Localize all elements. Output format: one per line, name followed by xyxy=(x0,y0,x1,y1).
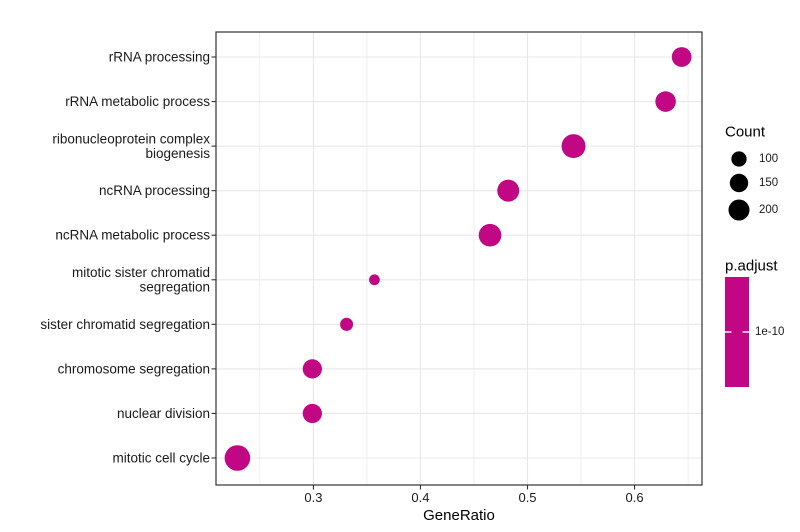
x-axis-labels: 0.3 0.4 0.5 0.6 GeneRatio xyxy=(304,490,643,524)
plot-panel-background xyxy=(216,32,702,485)
count-legend-label: 100 xyxy=(759,153,778,165)
data-point xyxy=(302,359,322,379)
data-point xyxy=(655,91,676,112)
axis-tick-marks xyxy=(211,56,636,490)
y-axis-label: rRNA processing xyxy=(109,50,210,65)
padjust-tick-label: 1e-10 xyxy=(755,326,784,338)
x-tick-label: 0.3 xyxy=(304,490,322,505)
count-legend-key xyxy=(731,151,747,167)
padjust-legend-title: p.adjust xyxy=(725,258,778,275)
x-gridlines-minor xyxy=(259,32,689,485)
count-legend-label: 200 xyxy=(759,204,778,216)
y-axis-label: chromosome segregation xyxy=(58,361,210,376)
y-axis-label: ncRNA metabolic process xyxy=(55,228,210,243)
x-tick-label: 0.4 xyxy=(411,490,429,505)
y-gridlines xyxy=(216,56,702,459)
data-point xyxy=(224,445,251,471)
data-point xyxy=(561,134,586,159)
y-axis-label: biogenesis xyxy=(145,146,210,161)
data-point xyxy=(671,47,692,67)
count-legend-label: 150 xyxy=(759,177,778,189)
count-legend: Count 100 150 200 xyxy=(725,124,778,221)
y-axis-label: sister chromatid segregation xyxy=(40,317,210,332)
data-point xyxy=(302,403,322,424)
padjust-legend: p.adjust 1e-10 xyxy=(725,258,784,387)
x-tick-label: 0.5 xyxy=(518,490,536,505)
data-points xyxy=(224,47,692,471)
data-point xyxy=(497,179,520,202)
y-axis-label: ncRNA processing xyxy=(99,183,210,198)
y-axis-label: rRNA metabolic process xyxy=(65,94,210,109)
count-legend-title: Count xyxy=(725,124,766,141)
data-point xyxy=(478,223,502,247)
y-axis-label: ribonucleoprotein complex xyxy=(52,131,210,146)
plot-panel-border xyxy=(215,31,703,486)
data-point xyxy=(369,274,380,286)
data-point xyxy=(340,317,354,331)
y-axis-label: segregation xyxy=(139,280,210,295)
y-axis-labels: rRNA processing rRNA metabolic process rib… xyxy=(40,50,210,466)
x-axis-title: GeneRatio xyxy=(423,507,495,524)
y-axis-label: mitotic cell cycle xyxy=(112,451,210,466)
x-tick-label: 0.6 xyxy=(626,490,644,505)
count-legend-key xyxy=(728,199,750,221)
y-axis-label: mitotic sister chromatid xyxy=(72,265,210,280)
y-axis-label: nuclear division xyxy=(117,406,210,421)
count-legend-key xyxy=(729,173,749,193)
